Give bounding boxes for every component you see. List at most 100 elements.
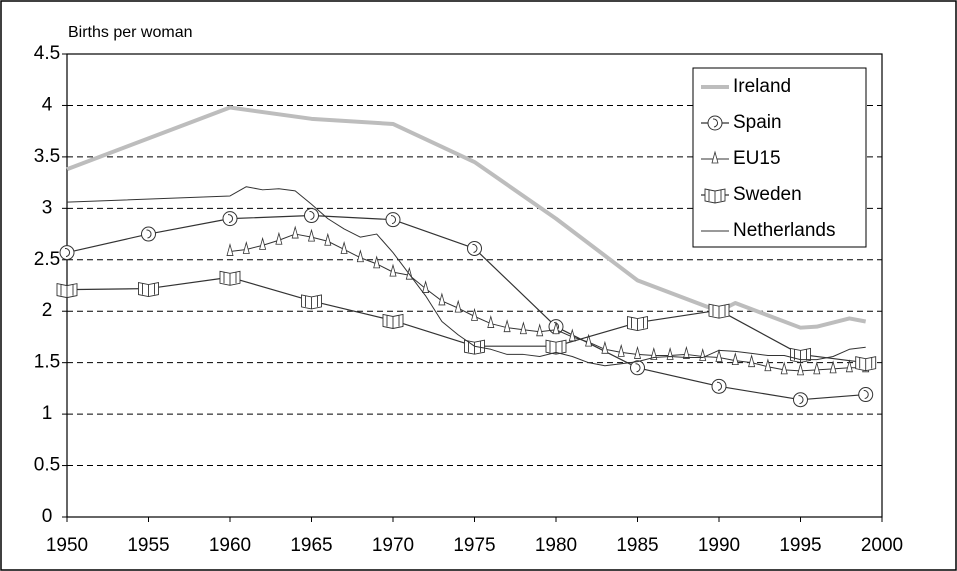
marker [780, 361, 788, 375]
marker-triangle [487, 315, 495, 328]
marker [242, 240, 250, 254]
marker-circle [467, 240, 482, 256]
marker-circle [793, 392, 808, 408]
marker [141, 226, 156, 242]
marker-glyph [635, 363, 641, 373]
marker-circle [707, 115, 723, 131]
marker [222, 211, 238, 227]
marker-book [138, 282, 159, 298]
marker-book [855, 356, 877, 372]
marker-triangle [601, 340, 609, 354]
series-line [229, 233, 866, 372]
marker [845, 359, 853, 373]
marker-triangle [650, 346, 658, 360]
x-tick-label: 1985 [616, 535, 658, 556]
y-tick-label: 0.5 [34, 455, 60, 476]
marker [301, 294, 322, 310]
marker-book [56, 283, 78, 299]
legend-box [692, 67, 867, 248]
y-tick-label: 4.5 [34, 43, 60, 64]
marker-triangle [764, 358, 772, 372]
y-axis-label: Births per woman [68, 24, 193, 41]
marker-triangle [324, 232, 332, 246]
legend-label: Ireland [733, 76, 791, 97]
marker [385, 212, 401, 228]
marker-glyph [863, 390, 869, 400]
marker-triangle [536, 323, 544, 337]
marker-glyph [472, 243, 478, 253]
marker-triangle [731, 352, 739, 366]
marker-triangle [226, 243, 234, 256]
marker-triangle [748, 354, 756, 368]
marker [307, 228, 316, 242]
marker [59, 245, 75, 261]
marker [796, 362, 805, 376]
marker-triangle [585, 333, 593, 347]
marker-triangle [389, 263, 397, 277]
marker [708, 303, 730, 319]
marker-triangle [519, 321, 527, 335]
marker [503, 319, 511, 333]
legend-label: Spain [733, 112, 782, 133]
marker [356, 249, 364, 263]
marker-triangle [682, 345, 690, 359]
x-tick-label: 1955 [127, 535, 169, 556]
marker-circle [304, 208, 319, 224]
marker [454, 299, 462, 313]
legend-label: Netherlands [733, 220, 835, 241]
marker-glyph [712, 118, 718, 128]
marker [138, 282, 159, 298]
marker-triangle [699, 347, 707, 361]
y-tick-label: 2 [42, 300, 53, 321]
marker [813, 361, 821, 375]
marker [858, 387, 874, 403]
marker [682, 345, 690, 359]
marker-glyph [798, 395, 804, 405]
marker-triangle [715, 349, 723, 362]
marker [389, 263, 397, 277]
x-tick-label: 1960 [209, 535, 251, 556]
marker [855, 356, 877, 372]
series-line [66, 105, 867, 330]
y-tick-label: 3.5 [34, 146, 60, 167]
marker [226, 243, 234, 256]
marker-triangle [275, 231, 283, 245]
marker-book [219, 270, 241, 286]
marker [790, 347, 811, 363]
marker-triangle [438, 292, 446, 306]
marker-triangle [617, 343, 625, 357]
marker [467, 240, 482, 256]
marker [291, 225, 299, 239]
marker-triangle [503, 319, 511, 333]
x-tick-label: 1975 [453, 535, 495, 556]
marker [304, 208, 319, 224]
marker [704, 188, 726, 204]
marker-circle [858, 387, 874, 403]
marker-book [464, 339, 485, 355]
marker [438, 292, 446, 306]
marker [470, 307, 479, 321]
marker [617, 343, 625, 357]
marker [464, 339, 485, 355]
y-tick-label: 1.5 [34, 352, 60, 373]
marker-book [790, 347, 811, 363]
marker-triangle [666, 346, 674, 360]
marker-triangle [242, 240, 250, 254]
marker-triangle [470, 307, 479, 321]
marker-triangle [796, 362, 805, 376]
marker [650, 346, 658, 360]
marker-circle [59, 245, 75, 261]
marker-glyph [64, 248, 70, 258]
marker [545, 339, 567, 355]
x-tick-label: 1950 [46, 535, 88, 556]
marker-triangle [291, 225, 299, 239]
marker-triangle [307, 228, 316, 242]
marker-glyph [309, 211, 315, 221]
marker-triangle [829, 360, 837, 374]
marker-glyph [390, 215, 396, 225]
marker [56, 283, 78, 299]
marker-triangle [711, 150, 719, 164]
marker-triangle [780, 361, 788, 375]
marker-circle [630, 360, 645, 376]
marker [552, 321, 560, 335]
